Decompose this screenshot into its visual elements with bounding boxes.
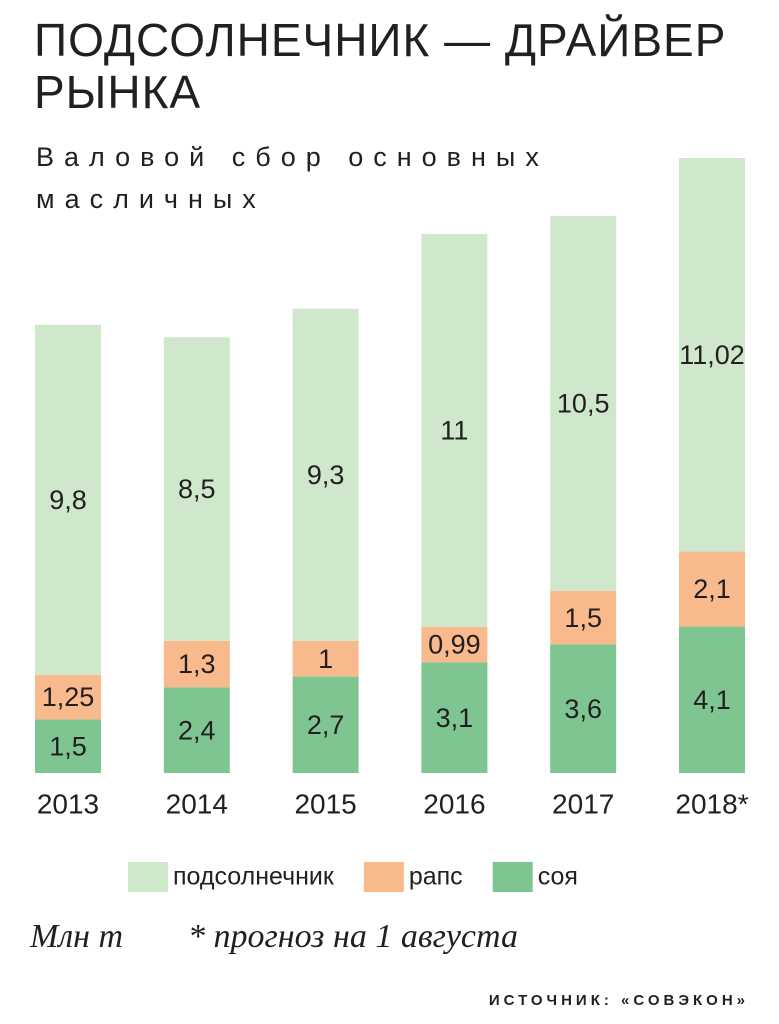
- x-tick-label: 2018*: [675, 788, 748, 819]
- bar-segment: [421, 626, 488, 663]
- value-label: 1,3: [178, 649, 216, 679]
- chart-subtitle: Валовой сбор основных масличных: [36, 142, 549, 214]
- bar-segment: [35, 719, 101, 773]
- bar-segment: [550, 215, 617, 591]
- value-label: 8,5: [178, 474, 216, 504]
- value-label: 0,99: [428, 630, 481, 660]
- legend-label: соя: [538, 863, 578, 891]
- bar-segment: [421, 662, 488, 773]
- value-label: 2,4: [178, 715, 216, 745]
- value-label: 2,7: [307, 710, 345, 740]
- footnote: * прогноз на 1 августа: [188, 918, 518, 955]
- value-label: 11,02: [679, 340, 745, 370]
- bar-segment: [292, 676, 359, 773]
- x-tick-label: 2016: [423, 788, 485, 819]
- value-label: 11: [440, 416, 468, 446]
- bar-segment: [292, 640, 359, 677]
- bar-segment: [550, 644, 617, 773]
- x-tick-label: 2014: [166, 788, 228, 819]
- value-label: 9,3: [307, 460, 345, 490]
- value-label: 1,25: [42, 682, 95, 712]
- bar-segment: [679, 551, 745, 627]
- bar-segment: [163, 640, 230, 688]
- value-label: 3,1: [436, 703, 474, 733]
- value-label: 1,5: [49, 731, 87, 761]
- value-label: 2,1: [693, 574, 731, 604]
- legend-swatch: [492, 862, 533, 892]
- value-label: 10,5: [557, 388, 610, 418]
- bar-segment: [679, 626, 745, 773]
- x-tick-label: 2013: [37, 788, 99, 819]
- chart-title: ПОДСОЛНЕЧНИК — ДРАЙВЕР РЫНКА: [34, 14, 727, 118]
- x-tick-label: 2015: [294, 788, 356, 819]
- value-label: 9,8: [49, 485, 87, 515]
- value-label: 3,6: [564, 694, 602, 724]
- bar-segment: [292, 308, 359, 641]
- bar-segment: [679, 158, 745, 552]
- value-label: 1: [318, 644, 333, 674]
- value-label: 4,1: [693, 685, 731, 715]
- legend-label: рапс: [409, 863, 463, 891]
- bar-segment: [550, 590, 617, 645]
- bar-segment: [421, 234, 488, 627]
- source: ИСТОЧНИК: «СОВЭКОН»: [488, 992, 749, 1009]
- legend-label: подсолнечник: [173, 863, 335, 891]
- value-label: 1,5: [564, 603, 602, 633]
- legend-swatch: [128, 862, 168, 892]
- bar-segment: [35, 324, 101, 675]
- x-tick-label: 2017: [552, 788, 614, 819]
- bar-segment: [163, 687, 230, 773]
- unit-note: Млн т: [30, 918, 124, 955]
- bar-segment: [163, 337, 230, 641]
- bar-segment: [35, 674, 101, 720]
- legend-swatch: [363, 862, 404, 892]
